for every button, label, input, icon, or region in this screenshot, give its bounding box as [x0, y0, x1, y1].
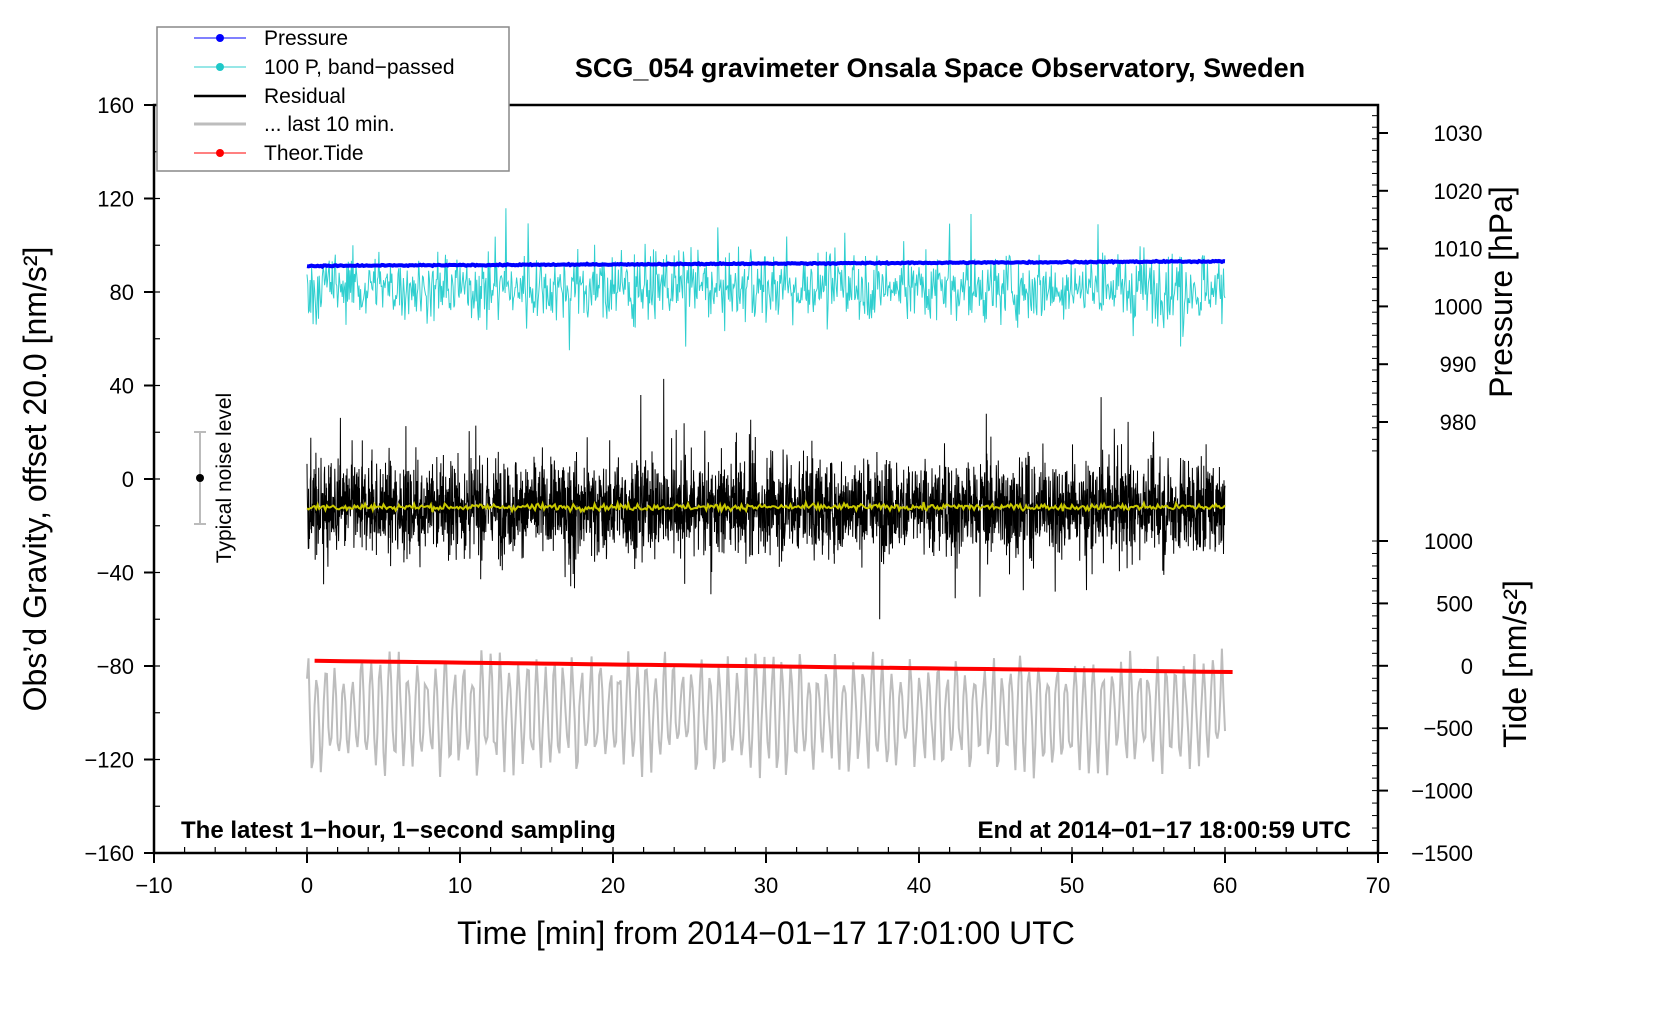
- svg-text:Theor.Tide: Theor.Tide: [264, 142, 364, 165]
- annotation-left: The latest 1−hour, 1−second sampling: [181, 817, 616, 844]
- y-axis-label: Obs’d Gravity, offset 20.0 [nm/s²]: [17, 247, 53, 712]
- y-tick-label: −80: [97, 654, 134, 679]
- tide-axis-label: Tide [nm/s²]: [1497, 580, 1533, 748]
- series-pressure: [306, 258, 1226, 270]
- ticks-layer: −10 0 10 20 30 40 50 60 7016012080400−40−80−120−…: [84, 93, 1482, 898]
- pressure-tick-label: 1020: [1434, 179, 1483, 204]
- y-tick-label: −40: [97, 561, 134, 586]
- series-residual-smoothed: [306, 499, 1226, 514]
- tide-tick-label: 0: [1461, 654, 1473, 679]
- noise-level-indicator: Typical noise level: [194, 393, 236, 563]
- y-tick-label: −160: [84, 841, 134, 866]
- x-axis-label: Time [min] from 2014−01−17 17:01:00 UTC: [457, 915, 1075, 951]
- svg-text:Pressure: Pressure: [264, 27, 348, 50]
- series-tide: [314, 658, 1233, 674]
- tide-tick-label: −1500: [1411, 841, 1473, 866]
- x-tick-label: 40: [907, 873, 931, 898]
- tide-tick-label: −1000: [1411, 779, 1473, 804]
- pressure-tick-label: 1000: [1434, 294, 1483, 319]
- svg-text:... last 10 min.: ... last 10 min.: [264, 113, 395, 136]
- legend-last10: ... last 10 min.: [194, 113, 395, 136]
- svg-text:Residual: Residual: [264, 85, 346, 108]
- chart-title: SCG_054 gravimeter Onsala Space Observat…: [575, 53, 1305, 83]
- x-tick-label: 20: [601, 873, 625, 898]
- x-tick-label: 0: [301, 873, 313, 898]
- pressure-tick-label: 980: [1440, 410, 1477, 435]
- annotation-right: End at 2014−01−17 18:00:59 UTC: [977, 817, 1351, 844]
- x-tick-label: 60: [1213, 873, 1237, 898]
- series-bandpass: [306, 208, 1226, 351]
- pressure-tick-label: 1030: [1434, 121, 1483, 146]
- series-residual: [306, 378, 1226, 620]
- x-tick-label: 10: [448, 873, 472, 898]
- legend-tide: Theor.Tide: [194, 142, 364, 165]
- legend-residual: Residual: [194, 85, 346, 108]
- series-layer: [306, 208, 1233, 779]
- tide-tick-label: 1000: [1424, 529, 1473, 554]
- y-tick-label: 120: [97, 187, 134, 212]
- y-tick-label: −120: [84, 748, 134, 773]
- x-tick-label: 70: [1366, 873, 1390, 898]
- pressure-tick-label: 1010: [1434, 237, 1483, 262]
- y-tick-label: 0: [122, 467, 134, 492]
- y-tick-label: 80: [110, 280, 134, 305]
- tide-tick-label: −500: [1423, 716, 1473, 741]
- x-tick-label: −10: [135, 873, 172, 898]
- svg-text:100 P, band−passed: 100 P, band−passed: [264, 56, 455, 79]
- x-tick-label: 50: [1060, 873, 1084, 898]
- y-tick-label: 40: [110, 374, 134, 399]
- series-last10: [306, 648, 1226, 779]
- noise-level-label: Typical noise level: [213, 393, 236, 563]
- legend: Pressure 100 P, band−passed Residual ...…: [156, 26, 510, 172]
- pressure-tick-label: 990: [1440, 352, 1477, 377]
- legend-bandpass: 100 P, band−passed: [194, 56, 455, 79]
- pressure-axis-label: Pressure [hPa]: [1483, 186, 1519, 398]
- y-tick-label: 160: [97, 93, 134, 118]
- legend-pressure: Pressure: [194, 27, 348, 50]
- x-tick-label: 30: [754, 873, 778, 898]
- tide-tick-label: 500: [1436, 591, 1473, 616]
